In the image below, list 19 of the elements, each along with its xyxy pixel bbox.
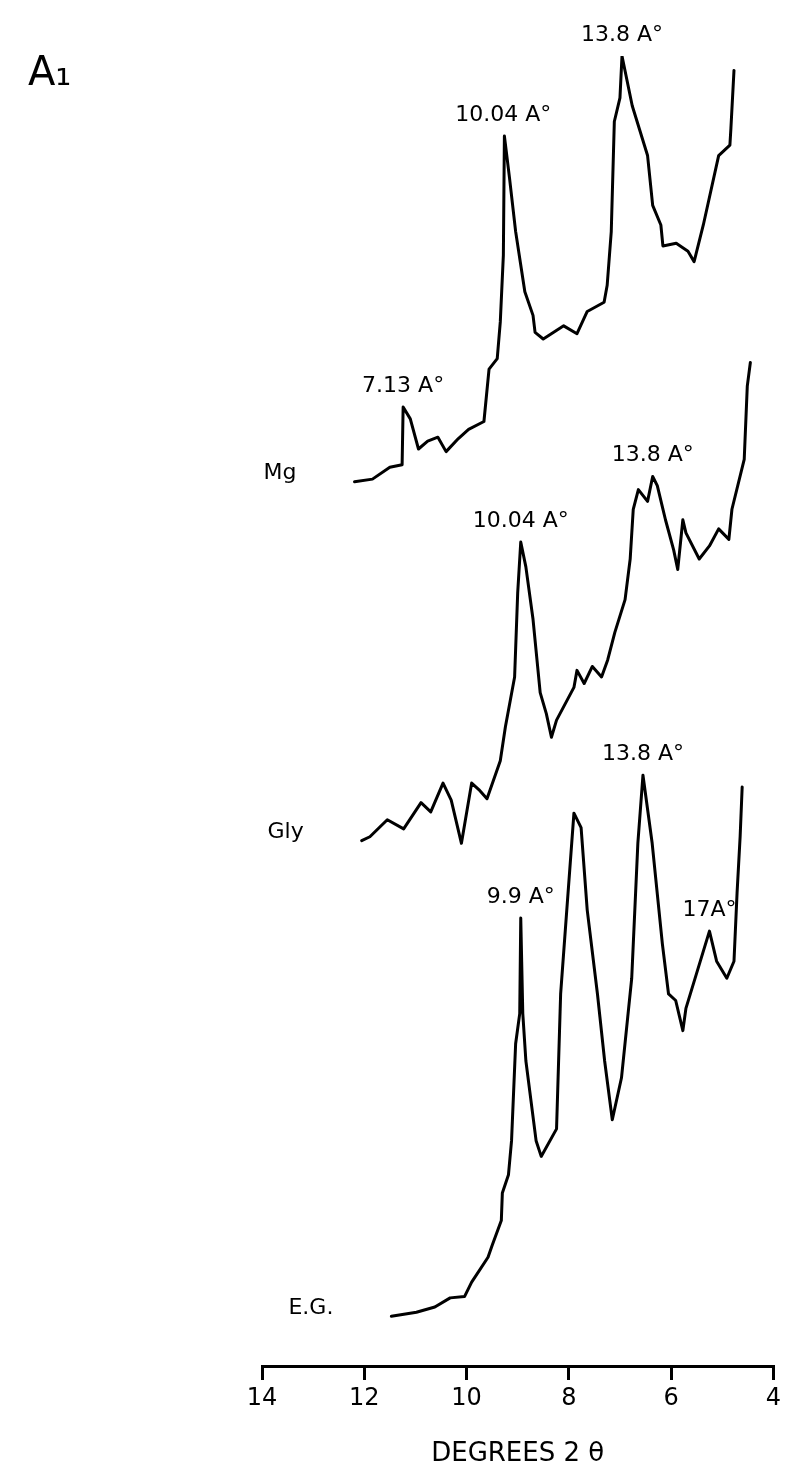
x-tick-label: 14 <box>246 1382 278 1411</box>
x-tick-label: 4 <box>765 1382 782 1411</box>
annotation: 10.04 A° <box>455 100 552 126</box>
text: Mg <box>263 459 297 485</box>
x-tick-label: 10 <box>451 1382 482 1411</box>
text: E.G. <box>288 1293 334 1319</box>
chart-title: A₁ <box>28 48 72 94</box>
annotation: 10.04 A° <box>472 506 569 532</box>
annotation: 13.8 A° <box>601 739 684 765</box>
annotation: 9.9 A° <box>486 882 555 908</box>
annotation: 17A° <box>682 895 737 921</box>
annotation: 13.8 A° <box>611 441 694 467</box>
x-axis-title: DEGREES 2 θ <box>431 1437 605 1468</box>
x-tick-label: 8 <box>561 1382 577 1411</box>
annotation: 7.13 A° <box>362 371 445 397</box>
x-tick-label: 6 <box>663 1382 679 1411</box>
x-tick-label: 12 <box>349 1382 380 1411</box>
annotation: 13.8 A° <box>580 20 664 46</box>
text: Gly <box>267 818 304 844</box>
